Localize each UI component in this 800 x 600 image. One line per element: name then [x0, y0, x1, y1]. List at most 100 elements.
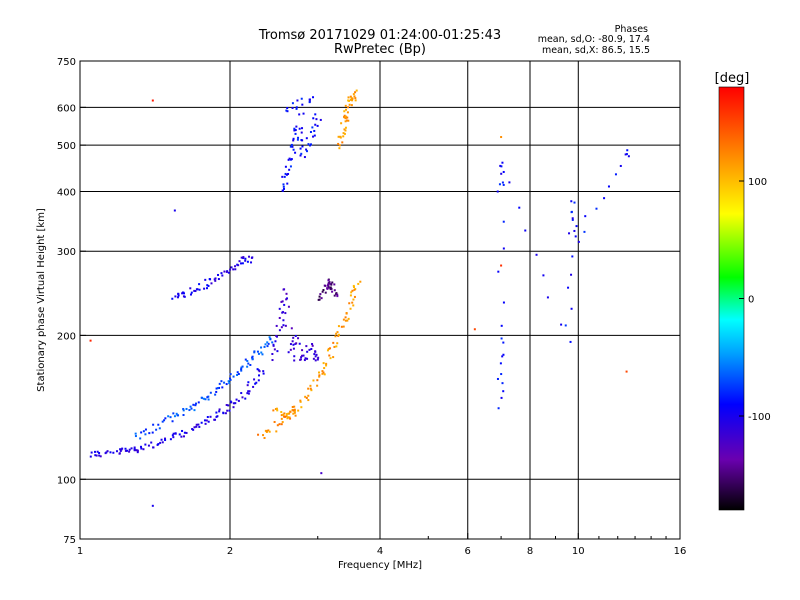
data-point — [502, 247, 505, 250]
data-point — [333, 283, 336, 286]
colorbar-tick-label: -100 — [748, 412, 771, 423]
data-point — [341, 141, 344, 144]
data-point — [204, 398, 207, 401]
data-point — [244, 257, 247, 260]
data-point — [232, 406, 235, 409]
data-point — [128, 448, 131, 451]
data-point — [574, 235, 577, 238]
data-point — [339, 136, 342, 139]
data-point — [252, 385, 255, 388]
data-point — [201, 396, 204, 399]
data-point — [236, 373, 239, 376]
data-point — [571, 255, 574, 258]
data-point — [346, 111, 349, 114]
data-point — [293, 411, 296, 414]
x-tick-label: 6 — [465, 546, 471, 557]
data-point — [284, 324, 287, 327]
data-point — [329, 357, 332, 360]
data-point — [196, 288, 199, 291]
data-point — [250, 261, 253, 264]
data-point — [215, 411, 218, 414]
data-point — [502, 183, 505, 186]
data-point — [301, 103, 304, 106]
data-point — [105, 451, 108, 454]
data-point — [349, 307, 352, 310]
data-point — [218, 410, 221, 413]
data-point — [330, 287, 333, 290]
data-point — [225, 403, 228, 406]
data-point — [182, 292, 185, 295]
data-point — [595, 207, 598, 210]
data-point — [192, 428, 195, 431]
data-point — [321, 372, 324, 375]
data-point — [90, 451, 93, 454]
data-point — [354, 99, 357, 102]
data-point — [344, 316, 347, 319]
y-tick-label: 400 — [57, 187, 76, 198]
data-point — [202, 397, 205, 400]
data-point — [124, 449, 127, 452]
data-point — [172, 412, 175, 415]
x-tick-label: 10 — [572, 546, 585, 557]
data-point — [287, 351, 290, 354]
data-point — [207, 284, 210, 287]
data-point — [287, 172, 290, 175]
data-point — [157, 423, 160, 426]
data-point — [203, 419, 206, 422]
data-point — [571, 217, 574, 220]
data-point — [286, 417, 289, 420]
data-point — [292, 409, 295, 412]
data-point — [293, 408, 296, 411]
data-point — [176, 296, 179, 299]
data-point — [142, 430, 145, 433]
data-point — [189, 405, 192, 408]
data-point — [301, 127, 304, 130]
data-point — [347, 317, 350, 320]
data-point — [321, 290, 324, 293]
data-point — [240, 392, 243, 395]
data-point — [217, 273, 220, 276]
data-point — [204, 278, 207, 281]
data-point — [246, 359, 249, 362]
y-tick-label: 100 — [57, 475, 76, 486]
data-point — [359, 280, 362, 283]
colorbar-unit-label: [deg] — [715, 71, 750, 86]
data-point — [177, 294, 180, 297]
data-point — [275, 430, 278, 433]
data-point — [214, 279, 217, 282]
data-point — [207, 420, 210, 423]
data-point — [124, 447, 127, 450]
data-point — [159, 441, 162, 444]
x-axis-label: Frequency [MHz] — [338, 560, 422, 571]
data-point — [106, 450, 109, 453]
data-point — [500, 165, 503, 168]
data-point — [306, 150, 309, 153]
x-tick-label: 1 — [77, 546, 83, 557]
data-point — [324, 291, 327, 294]
data-point — [347, 99, 350, 102]
data-point — [237, 264, 240, 267]
data-point — [209, 391, 212, 394]
data-point — [167, 415, 170, 418]
data-point — [289, 348, 292, 351]
data-point — [285, 292, 288, 295]
data-point — [500, 172, 503, 175]
data-point — [263, 436, 266, 439]
data-point — [501, 382, 504, 385]
data-point — [318, 371, 321, 374]
data-point — [294, 414, 297, 417]
data-point — [627, 155, 630, 158]
data-point — [249, 364, 252, 367]
data-point — [351, 301, 354, 304]
data-point — [246, 260, 249, 263]
data-point — [297, 409, 300, 412]
data-point — [291, 106, 294, 109]
data-point — [291, 405, 294, 408]
data-point — [306, 357, 309, 360]
data-point — [244, 358, 247, 361]
data-point — [151, 431, 154, 434]
data-point — [178, 433, 181, 436]
data-point — [164, 437, 167, 440]
data-point — [336, 342, 339, 345]
data-point — [353, 95, 356, 98]
